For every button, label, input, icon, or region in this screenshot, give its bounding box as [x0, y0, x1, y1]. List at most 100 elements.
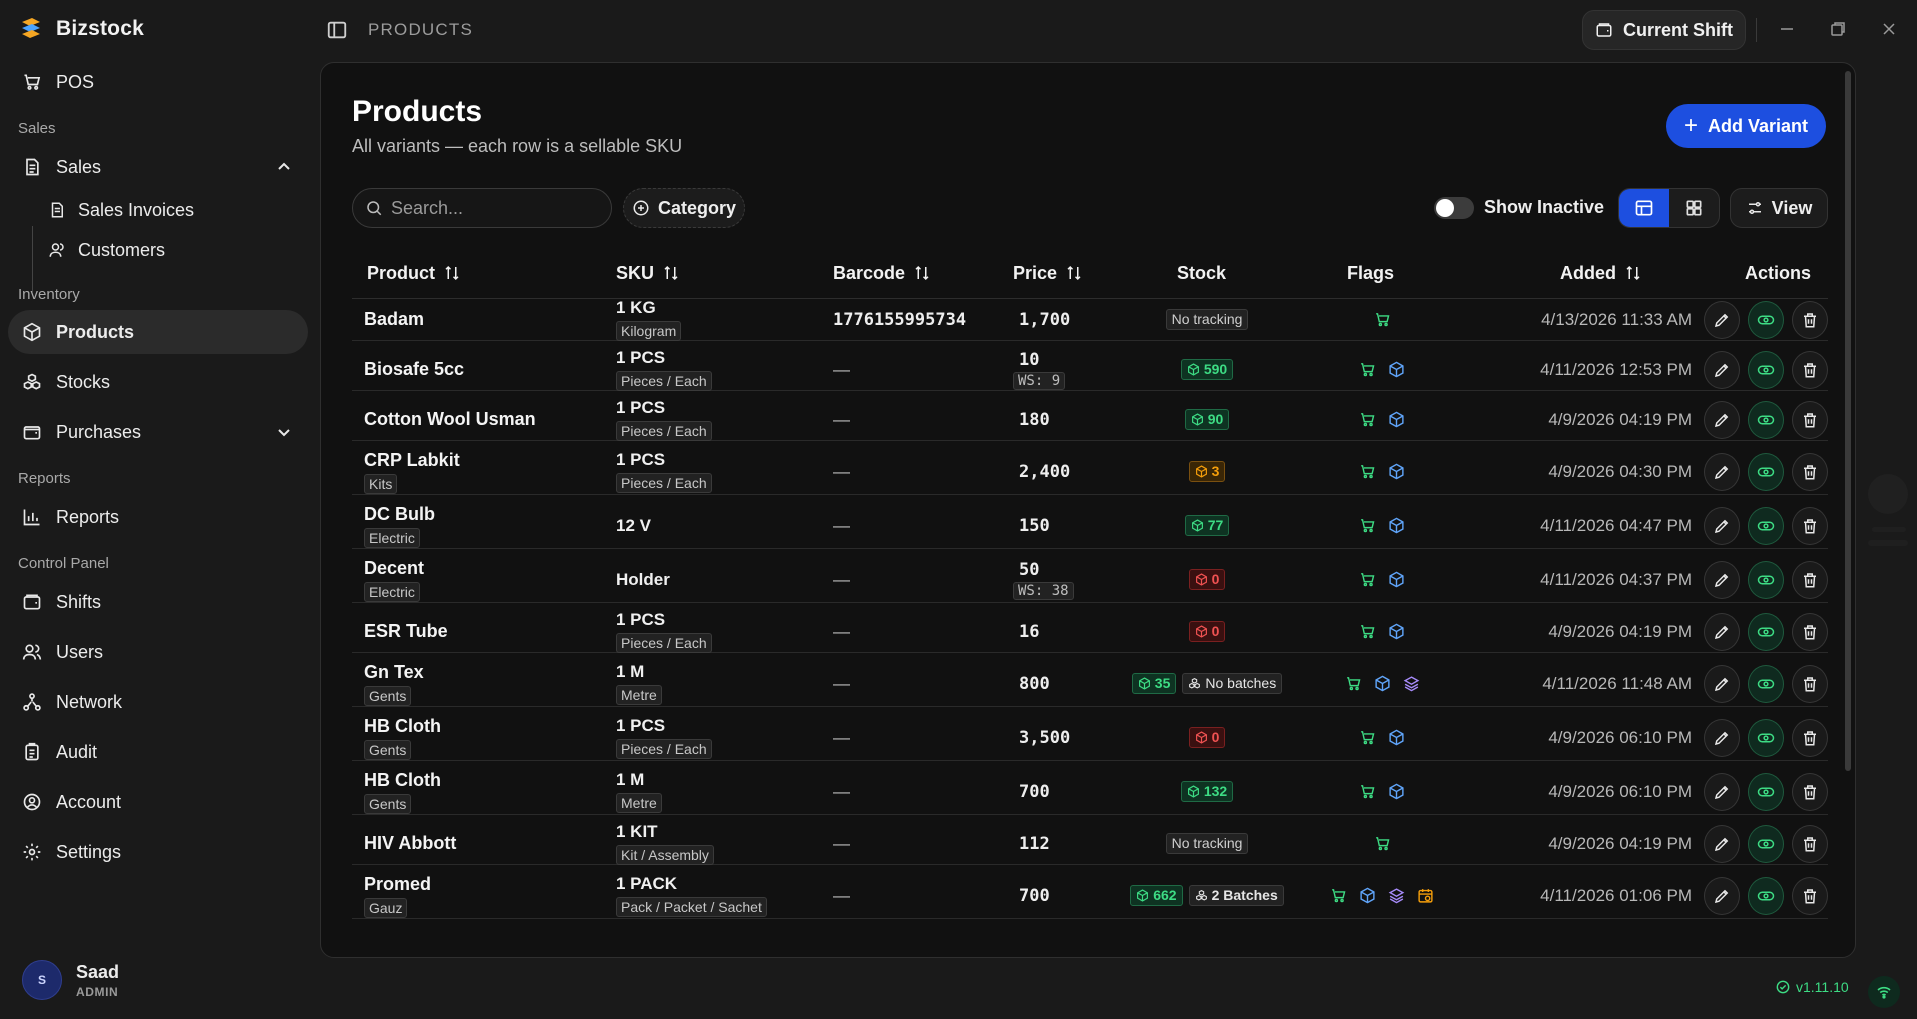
sidebar-item-customers[interactable]: Customers — [48, 232, 165, 268]
cart-icon — [1346, 677, 1360, 691]
edit-button[interactable] — [1704, 612, 1740, 651]
toggle-active-button[interactable] — [1748, 506, 1784, 545]
column-product[interactable]: Product — [367, 247, 461, 299]
user-profile[interactable]: S Saad ADMIN — [22, 960, 119, 1000]
delete-button[interactable] — [1792, 824, 1828, 863]
sidebar-item-reports[interactable]: Reports — [8, 495, 308, 539]
sidebar-item-settings[interactable]: Settings — [8, 830, 308, 874]
edit-button[interactable] — [1704, 876, 1740, 915]
column-price[interactable]: Price — [1013, 247, 1083, 299]
search-box[interactable] — [352, 188, 612, 228]
sidebar-item-sales[interactable]: Sales — [8, 145, 308, 189]
delete-button[interactable] — [1792, 612, 1828, 651]
category-filter-button[interactable]: Category — [623, 188, 745, 228]
table-row[interactable]: Badam 1 KG Kilogram 1776155995734 1,700 No tr… — [352, 298, 1828, 341]
flags-cell — [1312, 823, 1452, 864]
edit-button[interactable] — [1704, 560, 1740, 599]
flags-cell — [1312, 715, 1452, 760]
table-row[interactable]: Decent Electric Holder — 50 WS: 38 0 4/11/2026 … — [352, 557, 1828, 603]
flags-cell — [1312, 449, 1452, 494]
table-row[interactable]: Cotton Wool Usman 1 PCS Pieces / Each — 180 9… — [352, 398, 1828, 441]
table-view-button[interactable] — [1619, 189, 1669, 227]
current-shift-button[interactable]: Current Shift — [1582, 10, 1746, 50]
edit-button[interactable] — [1704, 350, 1740, 389]
toggle-active-button[interactable] — [1748, 400, 1784, 439]
toggle-active-button[interactable] — [1748, 612, 1784, 651]
sidebar-toggle-icon[interactable] — [326, 19, 348, 41]
delete-button[interactable] — [1792, 452, 1828, 491]
toggle-active-button[interactable] — [1748, 300, 1784, 339]
sidebar-item-users[interactable]: Users — [8, 630, 308, 674]
edit-button[interactable] — [1704, 718, 1740, 757]
trash-icon — [1804, 312, 1816, 327]
minimize-icon[interactable] — [1778, 20, 1796, 38]
sidebar-item-stocks[interactable]: Stocks — [8, 360, 308, 404]
grid-view-button[interactable] — [1669, 189, 1719, 227]
delete-button[interactable] — [1792, 664, 1828, 703]
price-value: 16 — [1019, 621, 1040, 642]
add-variant-button[interactable]: + Add Variant — [1666, 104, 1826, 148]
search-input[interactable] — [391, 197, 591, 219]
delete-button[interactable] — [1792, 876, 1828, 915]
table-row[interactable]: HB Cloth Gents 1 M Metre — 700 132 4/9/2026 06:… — [352, 769, 1828, 815]
show-inactive-toggle[interactable] — [1434, 197, 1474, 219]
edit-button[interactable] — [1704, 452, 1740, 491]
sidebar-item-shifts[interactable]: Shifts — [8, 580, 308, 624]
toggle-active-button[interactable] — [1748, 772, 1784, 811]
toggle-active-button[interactable] — [1748, 452, 1784, 491]
delete-button[interactable] — [1792, 772, 1828, 811]
edit-button[interactable] — [1704, 664, 1740, 703]
table-row[interactable]: HB Cloth Gents 1 PCS Pieces / Each — 3,500 0 4/… — [352, 715, 1828, 761]
network-status-button[interactable] — [1868, 976, 1900, 1008]
toggle-active-button[interactable] — [1748, 664, 1784, 703]
price-cell: 16 — [1013, 611, 1133, 652]
table-row[interactable]: CRP Labkit Kits 1 PCS Pieces / Each — 2,400 3 4… — [352, 449, 1828, 495]
view-options-button[interactable]: View — [1730, 188, 1828, 228]
edit-button[interactable] — [1704, 300, 1740, 339]
table-row[interactable]: HIV Abbott 1 KIT Kit / Assembly — 112 No trac… — [352, 822, 1828, 865]
product-name: Badam — [364, 309, 425, 329]
sidebar-item-products[interactable]: Products — [8, 310, 308, 354]
table-row[interactable]: ESR Tube 1 PCS Pieces / Each — 16 0 4/9/2026 0… — [352, 610, 1828, 653]
sidebar-item-pos[interactable]: POS — [8, 60, 308, 104]
delete-button[interactable] — [1792, 718, 1828, 757]
avatar: S — [22, 960, 62, 1000]
added-date: 4/9/2026 06:10 PM — [1548, 781, 1692, 801]
toggle-active-button[interactable] — [1748, 876, 1784, 915]
table-row[interactable]: Biosafe 5cc 1 PCS Pieces / Each — 10 WS: 9 590… — [352, 348, 1828, 391]
sidebar-item-purchases[interactable]: Purchases — [8, 410, 308, 454]
table-row[interactable]: Promed Gauz 1 PACK Pack / Packet / Sachet — 7… — [352, 873, 1828, 919]
stock-cell: 0 — [1092, 557, 1322, 602]
sidebar-item-sales-invoices[interactable]: Sales Invoices — [48, 192, 194, 228]
delete-button[interactable] — [1792, 400, 1828, 439]
table-row[interactable]: DC Bulb Electric 12 V — 150 77 4/11/2026 04:47… — [352, 503, 1828, 549]
restore-icon[interactable] — [1829, 20, 1847, 38]
column-sku[interactable]: SKU — [616, 247, 680, 299]
table-row[interactable]: Gn Tex Gents 1 M Metre — 800 35 No batches 4/11/… — [352, 661, 1828, 707]
column-label: Stock — [1177, 262, 1227, 283]
edit-button[interactable] — [1704, 772, 1740, 811]
delete-button[interactable] — [1792, 300, 1828, 339]
delete-button[interactable] — [1792, 560, 1828, 599]
column-barcode[interactable]: Barcode — [833, 247, 931, 299]
edit-button[interactable] — [1704, 824, 1740, 863]
sidebar-item-network[interactable]: Network — [8, 680, 308, 724]
toggle-active-button[interactable] — [1748, 350, 1784, 389]
toggle-active-button[interactable] — [1748, 560, 1784, 599]
toggle-on-icon — [1757, 365, 1775, 374]
delete-button[interactable] — [1792, 350, 1828, 389]
toggle-active-button[interactable] — [1748, 718, 1784, 757]
column-label: Price — [1013, 262, 1058, 283]
delete-button[interactable] — [1792, 506, 1828, 545]
scrollbar[interactable] — [1845, 71, 1851, 771]
edit-button[interactable] — [1704, 506, 1740, 545]
sidebar-item-audit[interactable]: Audit — [8, 730, 308, 774]
add-variant-label: Add Variant — [1707, 115, 1809, 136]
toggle-active-button[interactable] — [1748, 824, 1784, 863]
edit-button[interactable] — [1704, 400, 1740, 439]
close-icon[interactable] — [1880, 20, 1898, 38]
price-value: 150 — [1019, 515, 1050, 536]
sidebar-item-account[interactable]: Account — [8, 780, 308, 824]
column-added[interactable]: Added — [1560, 247, 1642, 299]
stock-value: 3 — [1211, 463, 1220, 479]
